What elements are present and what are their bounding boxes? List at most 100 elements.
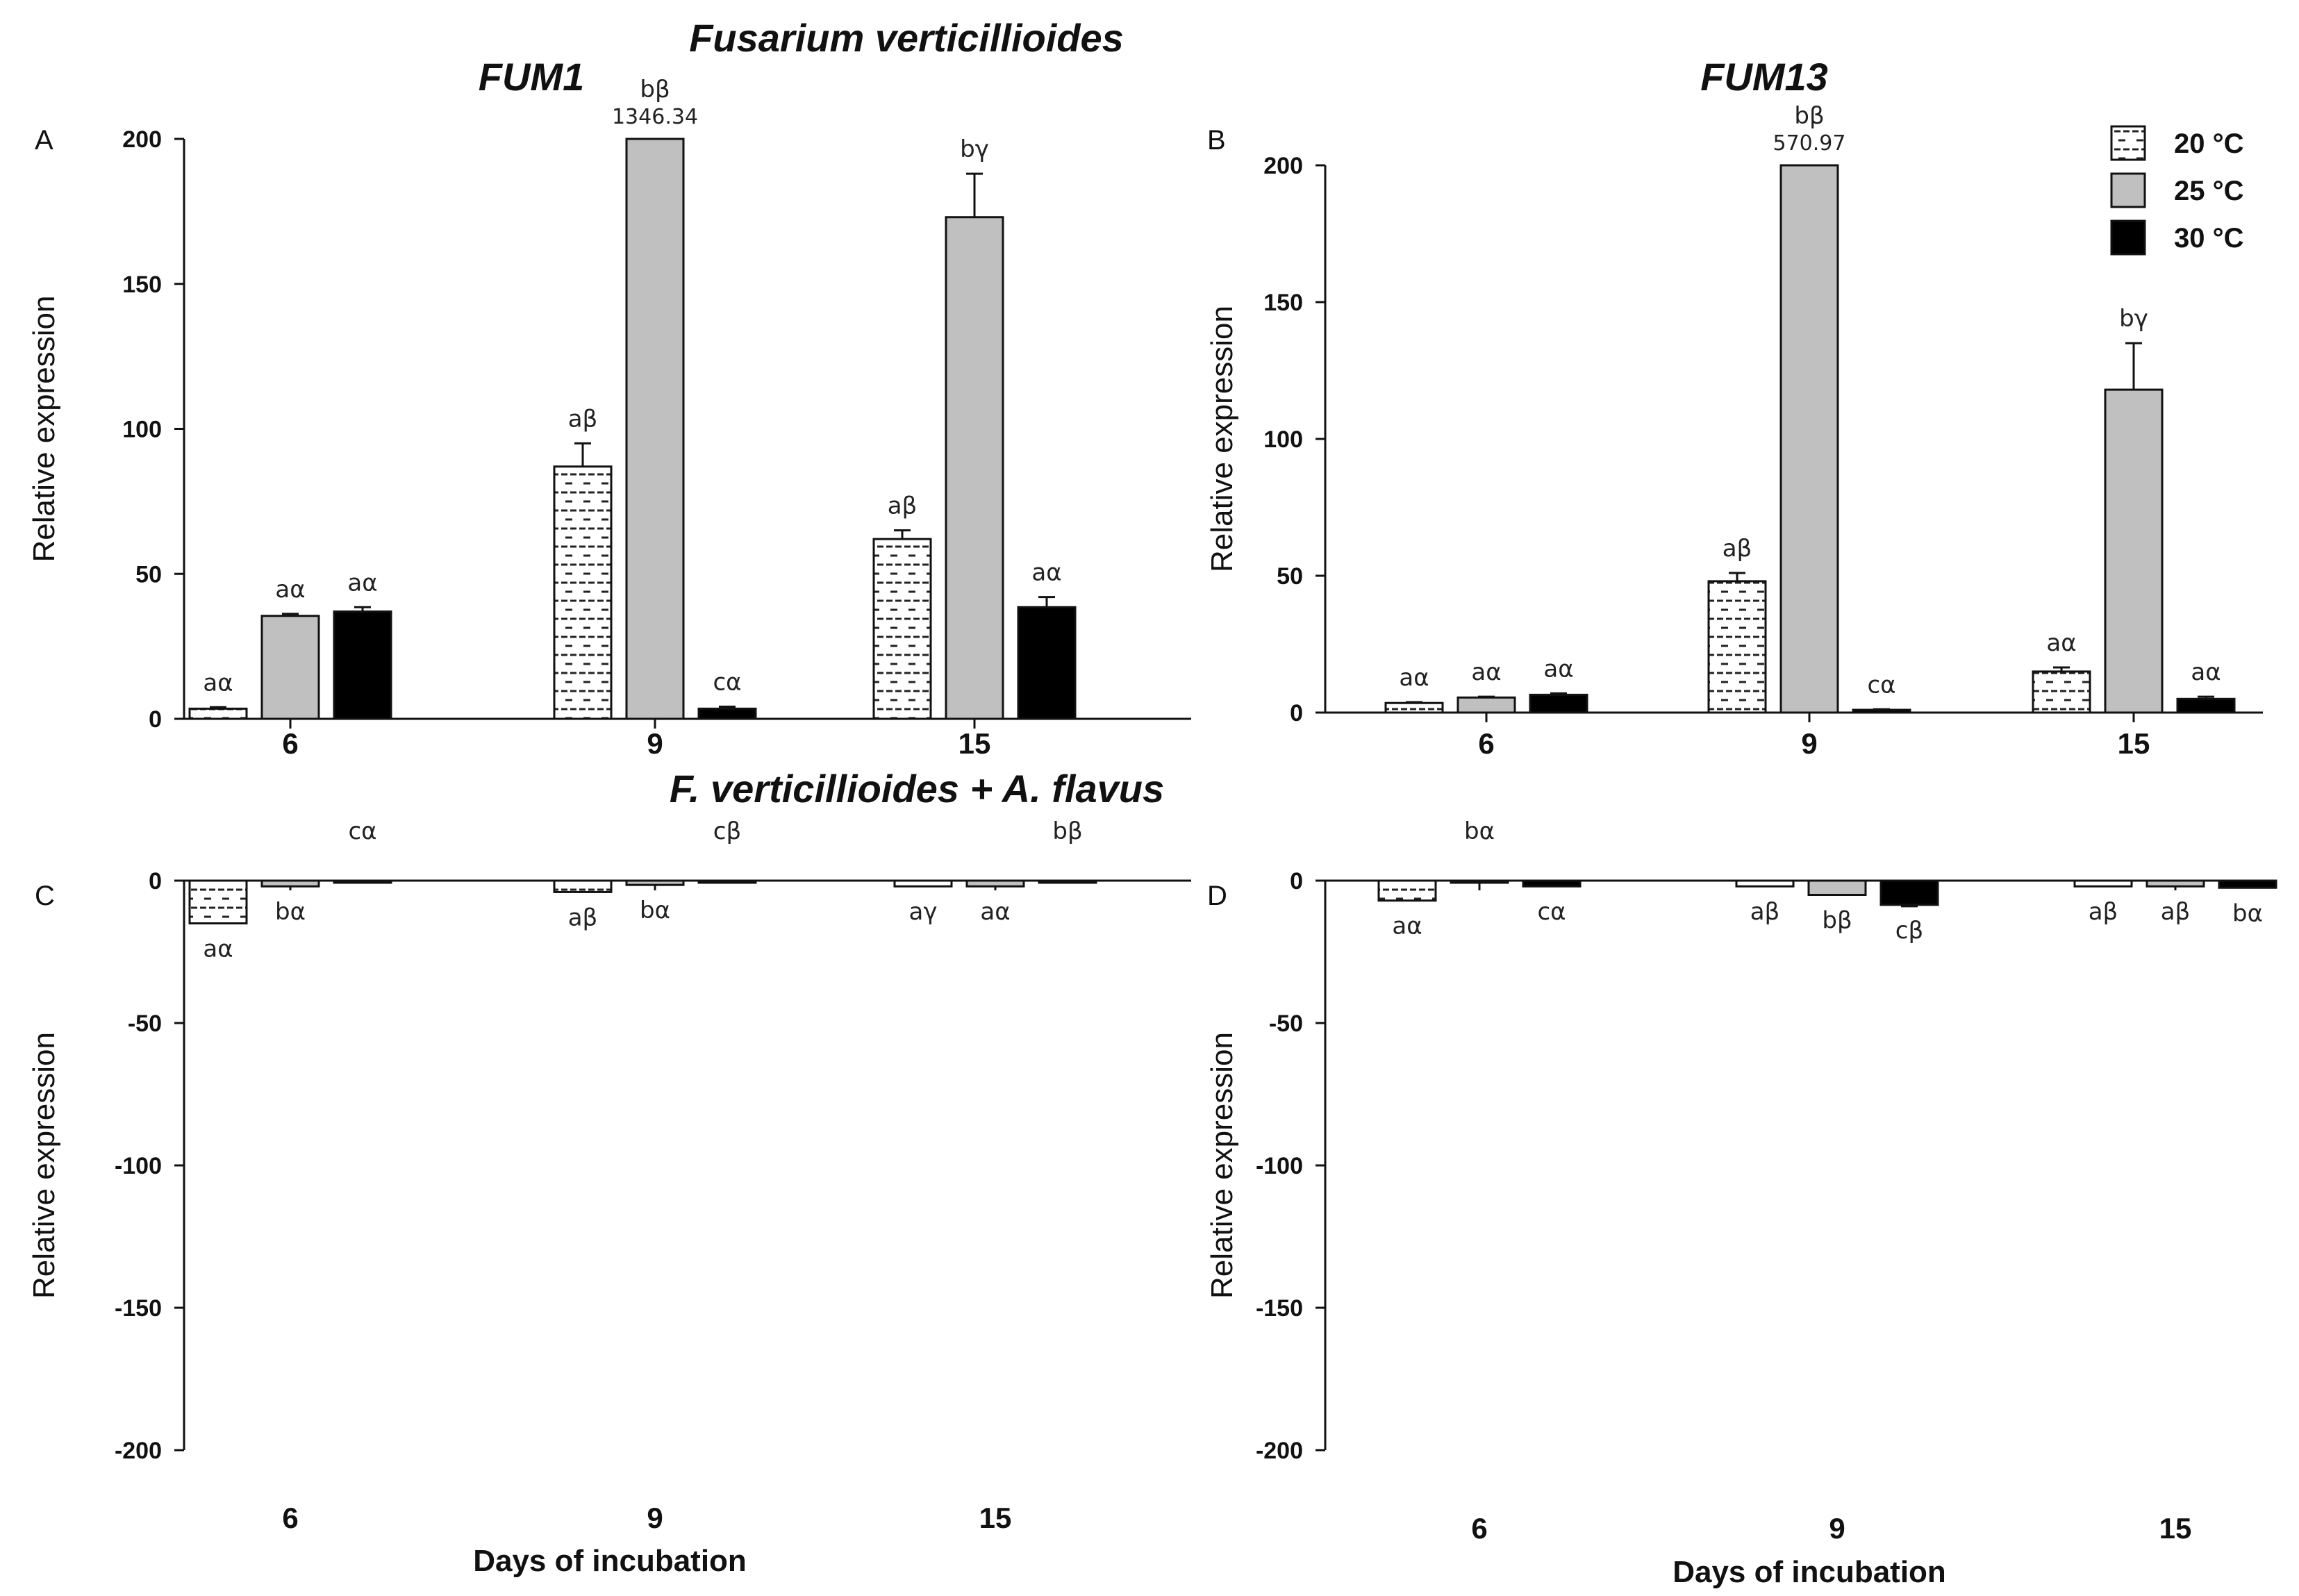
bar-30c — [1522, 879, 1582, 888]
y-tick-label: 0 — [1290, 700, 1303, 726]
x-tick-label: 6 — [1478, 727, 1494, 760]
y-tick-label: -150 — [1256, 1295, 1303, 1322]
significance-label: aβ — [1750, 898, 1780, 926]
significance-label: bα — [2232, 899, 2263, 927]
significance-label: aγ — [909, 898, 938, 926]
significance-label: aβ — [2161, 898, 2191, 926]
x-tick-label: 6 — [282, 1502, 298, 1534]
significance-label: cβ — [1895, 917, 1923, 945]
significance-label: aα — [1031, 559, 1061, 587]
x-axis-label: Days of incubation — [473, 1544, 747, 1578]
legend-swatch-30c — [2110, 219, 2146, 256]
significance-label: aα — [1392, 913, 1422, 940]
significance-label: cβ — [713, 817, 741, 845]
significance-label: aα — [203, 936, 233, 963]
bar-20c — [1707, 580, 1767, 714]
x-tick-label: 6 — [1471, 1512, 1487, 1545]
significance-label: aα — [980, 898, 1010, 926]
significance-label: aβ — [888, 492, 918, 520]
bar-30c — [2176, 697, 2236, 714]
bar-25c — [965, 879, 1025, 888]
y-tick-label: 50 — [1277, 563, 1303, 590]
x-axis-label: Days of incubation — [1673, 1555, 1946, 1589]
y-tick-label: 50 — [135, 561, 162, 588]
x-tick-label: 9 — [647, 727, 663, 760]
y-tick-label: -200 — [1256, 1438, 1303, 1464]
y-axis-label: Relative expression — [27, 1032, 61, 1299]
y-tick-label: -100 — [115, 1153, 162, 1179]
legend-label-30c: 30 °C — [2174, 223, 2244, 253]
bar-25c — [260, 615, 320, 720]
bar-20c — [893, 879, 953, 888]
panel-letter: A — [35, 125, 53, 156]
significance-label: cα — [1537, 898, 1566, 926]
significance-label: aβ — [2089, 898, 2118, 926]
y-tick-label: -50 — [128, 1011, 162, 1037]
y-tick-label: 200 — [1263, 153, 1303, 179]
bar-30c — [333, 610, 392, 720]
significance-label: aα — [203, 669, 233, 697]
bar-20c — [188, 707, 248, 720]
bar-25c — [260, 879, 320, 888]
bar-30c — [697, 707, 757, 720]
y-tick-label: 100 — [122, 417, 162, 443]
x-tick-label: 15 — [2159, 1512, 2192, 1545]
significance-label: bγ — [2119, 305, 2148, 333]
significance-label: aβ — [1723, 535, 1752, 563]
x-tick-label: 9 — [1829, 1512, 1845, 1545]
y-tick-label: 200 — [122, 126, 162, 153]
y-tick-label: -50 — [1269, 1011, 1303, 1037]
significance-label: bβ — [640, 76, 670, 103]
y-tick-label: 150 — [122, 272, 162, 298]
y-tick-label: -150 — [115, 1295, 162, 1322]
x-tick-label: 9 — [647, 1502, 663, 1534]
bar-30c — [333, 879, 392, 884]
y-tick-label: 100 — [1263, 426, 1303, 453]
panel-a: A Relative expression 0 50 100 150 200 6 9 15 aα aβ… — [27, 76, 1191, 760]
bar-30c — [697, 879, 757, 884]
bar-20c — [1735, 879, 1795, 888]
bar-20c — [2032, 670, 2091, 714]
bar-20c — [1384, 701, 1444, 714]
bar-25c — [625, 879, 685, 886]
mixed-title: F. verticillioides + A. flavus — [670, 767, 1164, 811]
significance-label: aβ — [568, 904, 598, 931]
significance-label: cα — [1867, 671, 1895, 699]
panel-d: D Relative expression 0 -50 -100 -150 -200 6 9 15… — [1205, 817, 2277, 1589]
bar-25c — [1779, 164, 1839, 714]
significance-label: bγ — [960, 135, 989, 163]
panel-letter: D — [1207, 881, 1227, 911]
significance-label: bα — [1464, 817, 1495, 845]
bar-25c — [1807, 879, 1867, 896]
gene2-title: FUM13 — [1700, 55, 1828, 99]
x-tick-label: 6 — [282, 727, 298, 760]
bar-25c — [1456, 696, 1516, 714]
bar-20c — [2073, 879, 2133, 888]
significance-label: aα — [2191, 658, 2221, 686]
legend-label-20c: 20 °C — [2174, 128, 2244, 159]
bar-20c — [1377, 879, 1437, 902]
bar-30c — [2218, 879, 2277, 889]
legend-swatch-25c — [2110, 172, 2146, 208]
panel-letter: C — [35, 881, 55, 911]
significance-label: cα — [348, 817, 376, 845]
bar-20c — [553, 879, 613, 893]
significance-label: bα — [640, 897, 670, 924]
y-tick-label: 0 — [1290, 868, 1303, 895]
y-tick-label: -100 — [1256, 1153, 1303, 1179]
bar-25c — [2146, 879, 2205, 888]
significance-label: bβ — [1822, 907, 1852, 935]
bar-25c — [945, 216, 1004, 720]
bar-30c — [1038, 879, 1097, 884]
bar-20c — [188, 879, 248, 924]
y-tick-label: 0 — [149, 706, 162, 733]
significance-label: aα — [2046, 629, 2076, 657]
bar-25c — [625, 138, 685, 720]
significance-label: bα — [275, 898, 306, 926]
bar-20c — [553, 465, 613, 720]
main-title: Fusarium verticillioides — [689, 16, 1124, 60]
gene1-title: FUM1 — [479, 55, 584, 99]
legend: 20 °C 25 °C 30 °C — [2110, 125, 2244, 256]
bar-20c — [872, 538, 932, 720]
x-tick-label: 15 — [958, 727, 991, 760]
